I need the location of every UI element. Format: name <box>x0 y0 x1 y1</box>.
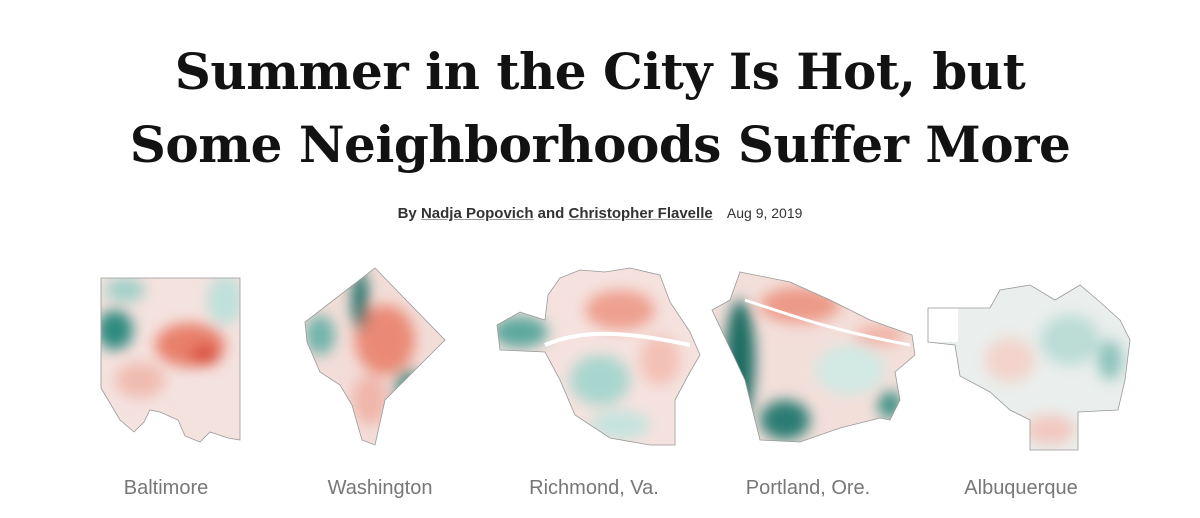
map-portland <box>712 272 915 442</box>
author-link[interactable]: Christopher Flavelle <box>568 205 713 222</box>
map-richmond <box>497 268 700 445</box>
author-link[interactable]: Nadja Popovich <box>420 205 534 222</box>
map-baltimore <box>101 278 240 442</box>
map-label: Richmond, Va. <box>529 477 659 499</box>
headline-line: Some Neighborhoods Suffer More <box>129 115 1071 174</box>
map-label: Baltimore <box>124 477 208 499</box>
byline: By Nadja Popovich and Christopher Flavel… <box>0 205 1200 222</box>
map-label: Albuquerque <box>964 477 1077 499</box>
byline-prefix: By <box>397 205 417 222</box>
headline-line: Summer in the City Is Hot, but <box>174 42 1026 101</box>
publish-date: Aug 9, 2019 <box>726 205 803 221</box>
map-label: Washington <box>328 477 433 499</box>
byline-joiner: and <box>537 205 565 222</box>
map-label: Portland, Ore. <box>746 477 871 499</box>
map-outlines <box>100 267 1131 451</box>
